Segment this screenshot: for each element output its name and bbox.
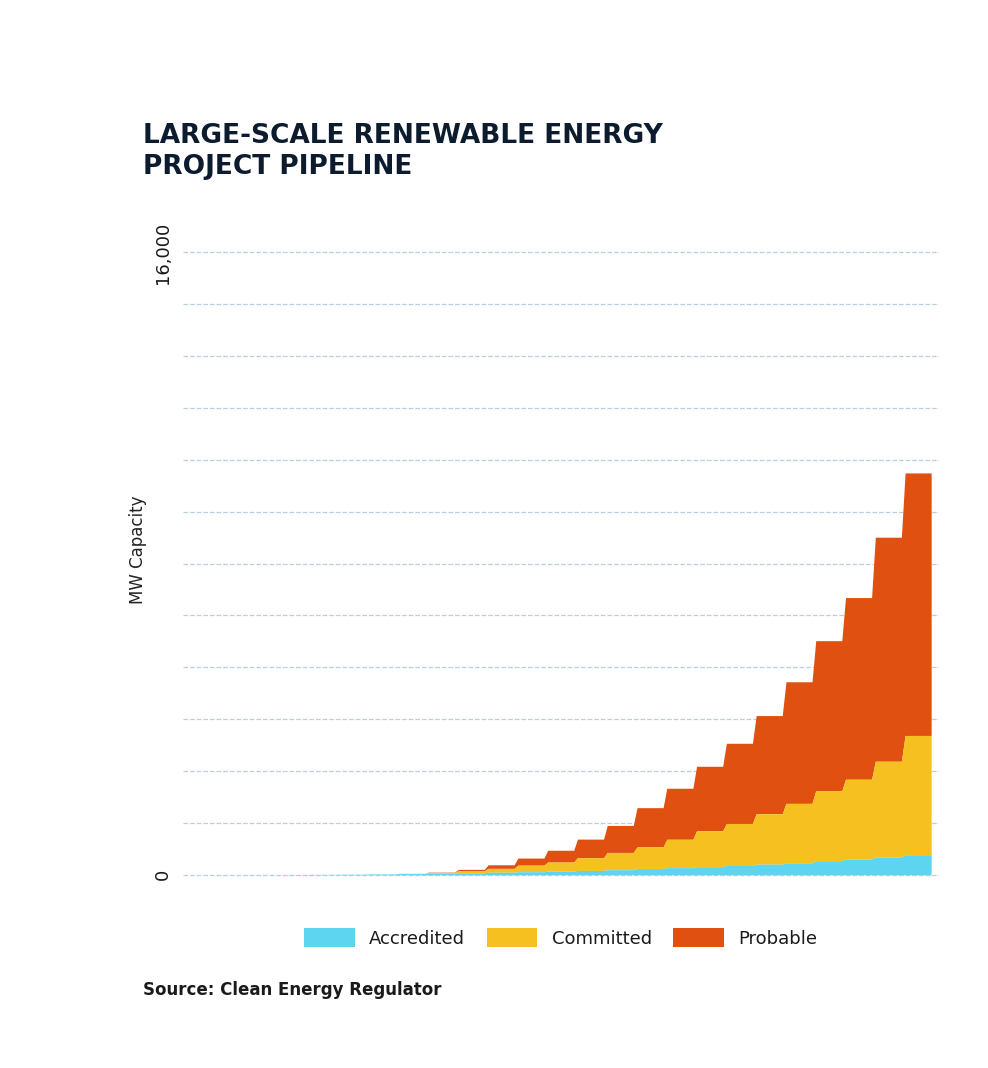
Legend: Accredited, Committed, Probable: Accredited, Committed, Probable [296,921,825,955]
Text: LARGE-SCALE RENEWABLE ENERGY
PROJECT PIPELINE: LARGE-SCALE RENEWABLE ENERGY PROJECT PIP… [143,123,663,179]
Text: Source: Clean Energy Regulator: Source: Clean Energy Regulator [143,980,442,999]
Y-axis label: MW Capacity: MW Capacity [128,496,147,604]
